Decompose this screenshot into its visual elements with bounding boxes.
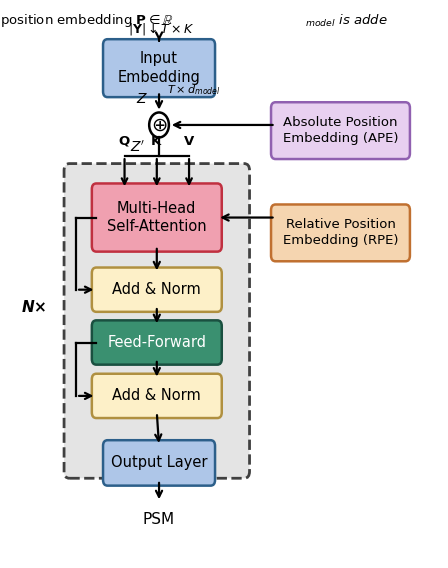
FancyBboxPatch shape xyxy=(92,320,222,365)
Text: Input
Embedding: Input Embedding xyxy=(118,51,200,85)
FancyBboxPatch shape xyxy=(92,374,222,418)
Text: $Z$: $Z$ xyxy=(136,92,148,106)
Text: Multi-Head
Self-Attention: Multi-Head Self-Attention xyxy=(107,201,207,235)
Text: $\boldsymbol{N}\boldsymbol{\times}$: $\boldsymbol{N}\boldsymbol{\times}$ xyxy=(21,299,47,315)
Text: Add & Norm: Add & Norm xyxy=(112,282,201,297)
Text: $_{model}$ is adde: $_{model}$ is adde xyxy=(305,12,388,28)
FancyBboxPatch shape xyxy=(103,39,215,97)
FancyBboxPatch shape xyxy=(92,268,222,312)
Text: $|\mathbf{Y}|\downarrow T\times K$: $|\mathbf{Y}|\downarrow T\times K$ xyxy=(128,21,195,37)
Text: $T\times d_{model}$: $T\times d_{model}$ xyxy=(167,83,221,98)
Text: $\oplus$: $\oplus$ xyxy=(151,115,167,135)
FancyBboxPatch shape xyxy=(271,204,410,261)
Text: Add & Norm: Add & Norm xyxy=(112,389,201,403)
FancyBboxPatch shape xyxy=(92,183,222,252)
Text: position embedding $\mathbf{P} \in \mathbb{R}$: position embedding $\mathbf{P} \in \math… xyxy=(0,12,173,30)
FancyBboxPatch shape xyxy=(64,164,250,478)
Text: Output Layer: Output Layer xyxy=(111,456,207,470)
Circle shape xyxy=(149,112,169,137)
FancyBboxPatch shape xyxy=(271,102,410,159)
Text: $\mathbf{V}$: $\mathbf{V}$ xyxy=(183,135,195,148)
FancyBboxPatch shape xyxy=(103,440,215,486)
Text: PSM: PSM xyxy=(143,512,175,527)
Text: $Z'$: $Z'$ xyxy=(130,140,145,155)
Text: Relative Position
Embedding (RPE): Relative Position Embedding (RPE) xyxy=(283,218,398,248)
Text: Feed-Forward: Feed-Forward xyxy=(108,335,206,350)
Text: $\mathbf{K}$: $\mathbf{K}$ xyxy=(151,135,163,148)
Text: Absolute Position
Embedding (APE): Absolute Position Embedding (APE) xyxy=(283,116,398,145)
Text: $\mathbf{Q}$: $\mathbf{Q}$ xyxy=(118,134,131,148)
